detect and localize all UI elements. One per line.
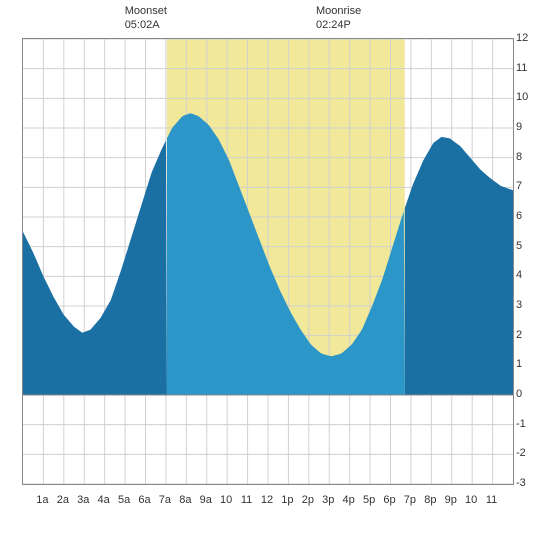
y-tick-label: 11 (516, 62, 527, 74)
plot-svg (23, 39, 513, 484)
y-tick-label: -2 (516, 447, 526, 459)
y-tick-label: -3 (516, 477, 526, 489)
x-tick-label: 9p (445, 494, 457, 506)
x-tick-label: 11 (241, 494, 252, 506)
x-tick-label: 8a (179, 494, 191, 506)
y-tick-label: -1 (516, 418, 526, 430)
x-tick-label: 6a (138, 494, 150, 506)
y-tick-label: 6 (516, 210, 522, 222)
header-time: 05:02A (125, 18, 167, 32)
y-tick-label: 9 (516, 121, 522, 133)
x-tick-label: 1p (281, 494, 293, 506)
y-tick-label: 7 (516, 180, 522, 192)
x-tick-label: 10 (220, 494, 232, 506)
y-tick-label: 8 (516, 151, 522, 163)
plot-area (22, 38, 514, 485)
header-time: 02:24P (316, 18, 361, 32)
x-tick-label: 5a (118, 494, 130, 506)
x-tick-label: 4a (98, 494, 110, 506)
x-tick-label: 8p (424, 494, 436, 506)
header-title: Moonrise (316, 4, 361, 18)
y-tick-label: 10 (516, 91, 528, 103)
y-tick-label: 0 (516, 388, 522, 400)
x-tick-label: 10 (465, 494, 477, 506)
header-label: Moonset05:02A (125, 4, 167, 32)
header-label: Moonrise02:24P (316, 4, 361, 32)
x-tick-label: 2a (57, 494, 69, 506)
x-tick-label: 11 (486, 494, 497, 506)
x-tick-label: 7p (404, 494, 416, 506)
header-title: Moonset (125, 4, 167, 18)
y-tick-label: 4 (516, 269, 522, 281)
y-axis-labels: -3-2-10123456789101112 (512, 38, 542, 483)
tide-chart: Moonset05:02AMoonrise02:24P -3-2-1012345… (0, 0, 550, 550)
y-tick-label: 3 (516, 299, 522, 311)
y-tick-label: 1 (516, 358, 522, 370)
y-tick-label: 5 (516, 240, 522, 252)
x-tick-label: 12 (261, 494, 273, 506)
x-tick-label: 7a (159, 494, 171, 506)
x-tick-label: 2p (302, 494, 314, 506)
x-tick-label: 5p (363, 494, 375, 506)
y-tick-label: 12 (516, 32, 528, 44)
x-tick-label: 3a (77, 494, 89, 506)
tide-area (405, 137, 513, 395)
x-tick-label: 4p (343, 494, 355, 506)
y-tick-label: 2 (516, 329, 522, 341)
x-tick-label: 1a (36, 494, 48, 506)
x-tick-label: 6p (383, 494, 395, 506)
x-tick-label: 3p (322, 494, 334, 506)
x-tick-label: 9a (200, 494, 212, 506)
